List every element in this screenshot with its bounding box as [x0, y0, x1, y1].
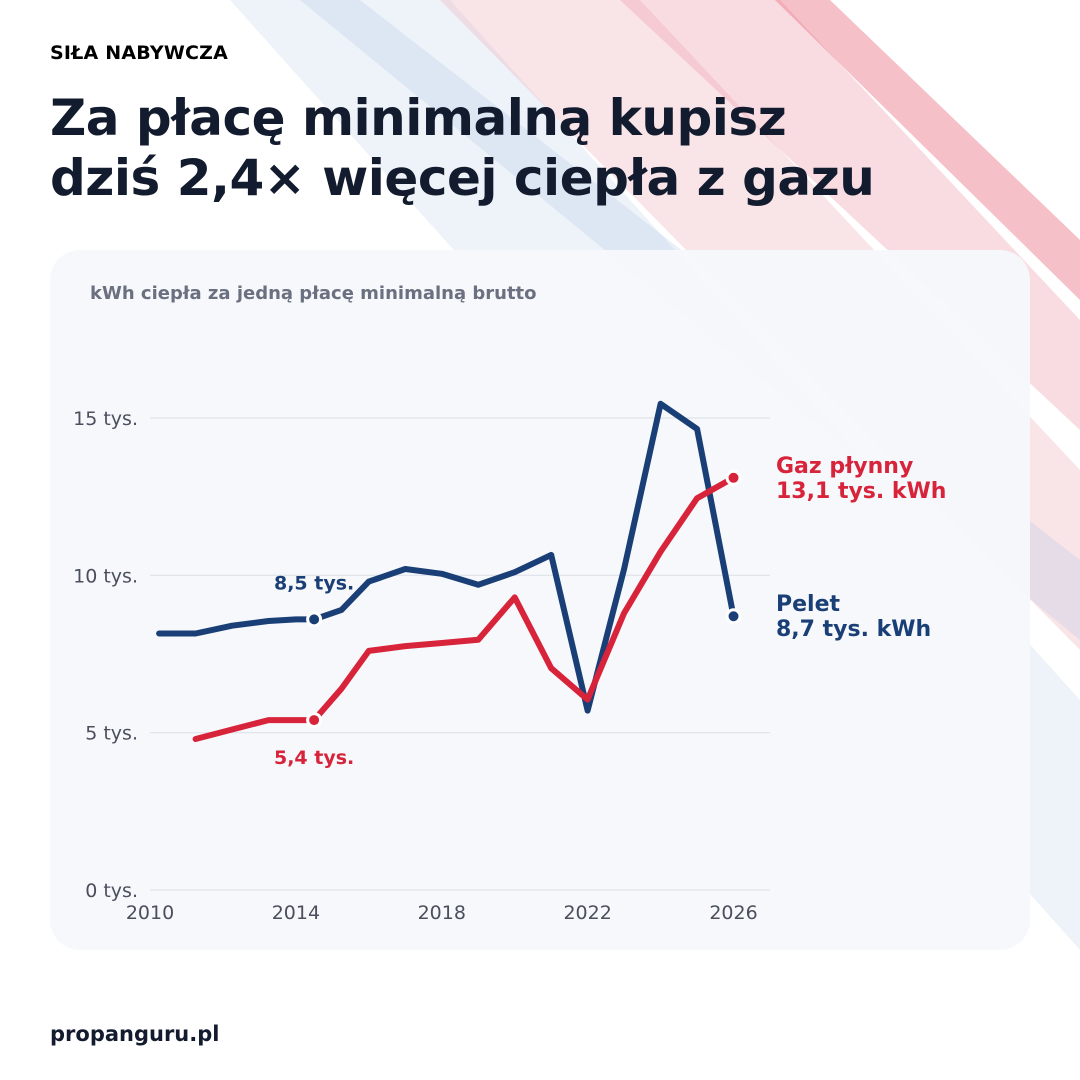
page-title: Za płacę minimalną kupisz dziś 2,4× więc… [50, 88, 950, 208]
y-tick-label: 10 tys. [73, 565, 138, 587]
title-line-1: Za płacę minimalną kupisz [50, 89, 787, 147]
series-point-0 [306, 611, 323, 628]
series-line-0 [156, 400, 737, 714]
y-tick-label: 15 tys. [73, 408, 138, 430]
series-end-label-value: 8,7 tys. kWh [776, 617, 931, 642]
title-line-2: dziś 2,4× więcej ciepła z gazu [50, 149, 875, 207]
series-end-point-1 [725, 469, 742, 486]
x-tick-label: 2026 [709, 902, 757, 924]
eyebrow-label: SIŁA NABYWCZA [50, 42, 229, 64]
series-line-1 [192, 474, 737, 742]
point-label-1: 5,4 tys. [274, 747, 354, 769]
chart-card [50, 250, 1030, 950]
y-tick-label: 5 tys. [85, 723, 138, 745]
series-point-1 [306, 712, 323, 729]
series-end-label-name: Gaz płynny [776, 454, 913, 479]
chart-title: kWh ciepła za jedną płacę minimalną brut… [90, 283, 537, 304]
x-tick-label: 2010 [126, 902, 174, 924]
y-tick-label: 0 tys. [85, 880, 138, 902]
point-label-0: 8,5 tys. [274, 572, 354, 594]
series-end-label-value: 13,1 tys. kWh [776, 479, 946, 504]
x-tick-label: 2022 [563, 902, 611, 924]
x-tick-label: 2014 [272, 902, 320, 924]
series-end-point-0 [725, 608, 742, 625]
series-end-label-name: Pelet [776, 592, 841, 617]
x-tick-label: 2018 [418, 902, 466, 924]
footer-brand: propanguru.pl [50, 1022, 220, 1046]
